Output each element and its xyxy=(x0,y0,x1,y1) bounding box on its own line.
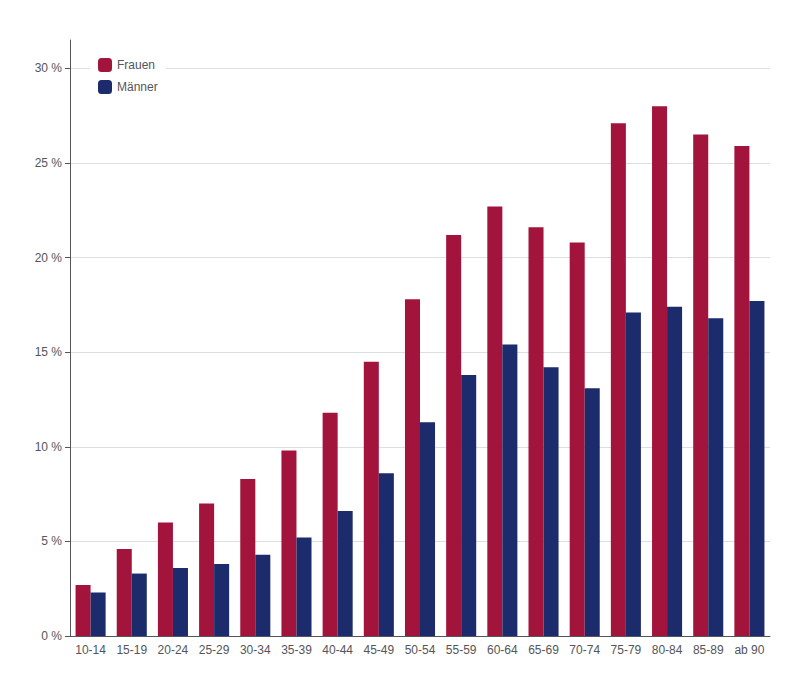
svg-text:ab 90: ab 90 xyxy=(734,643,764,657)
svg-text:20 %: 20 % xyxy=(35,251,63,265)
svg-text:60-64: 60-64 xyxy=(487,643,518,657)
svg-text:55-59: 55-59 xyxy=(446,643,477,657)
svg-text:65-69: 65-69 xyxy=(528,643,559,657)
svg-text:5 %: 5 % xyxy=(41,534,62,548)
svg-text:20-24: 20-24 xyxy=(158,643,189,657)
svg-text:15-19: 15-19 xyxy=(116,643,147,657)
svg-text:50-54: 50-54 xyxy=(405,643,436,657)
svg-text:45-49: 45-49 xyxy=(363,643,394,657)
svg-text:75-79: 75-79 xyxy=(611,643,642,657)
svg-text:70-74: 70-74 xyxy=(569,643,600,657)
svg-text:25-29: 25-29 xyxy=(199,643,230,657)
svg-text:Frauen: Frauen xyxy=(117,58,155,72)
svg-text:35-39: 35-39 xyxy=(281,643,312,657)
svg-text:30-34: 30-34 xyxy=(240,643,271,657)
svg-text:30 %: 30 % xyxy=(35,61,63,75)
svg-text:85-89: 85-89 xyxy=(693,643,724,657)
svg-text:25 %: 25 % xyxy=(35,156,63,170)
svg-text:10 %: 10 % xyxy=(35,440,63,454)
svg-text:80-84: 80-84 xyxy=(652,643,683,657)
svg-text:Männer: Männer xyxy=(117,80,158,94)
svg-text:0 %: 0 % xyxy=(41,629,62,643)
svg-text:40-44: 40-44 xyxy=(322,643,353,657)
svg-text:10-14: 10-14 xyxy=(75,643,106,657)
svg-text:15 %: 15 % xyxy=(35,345,63,359)
